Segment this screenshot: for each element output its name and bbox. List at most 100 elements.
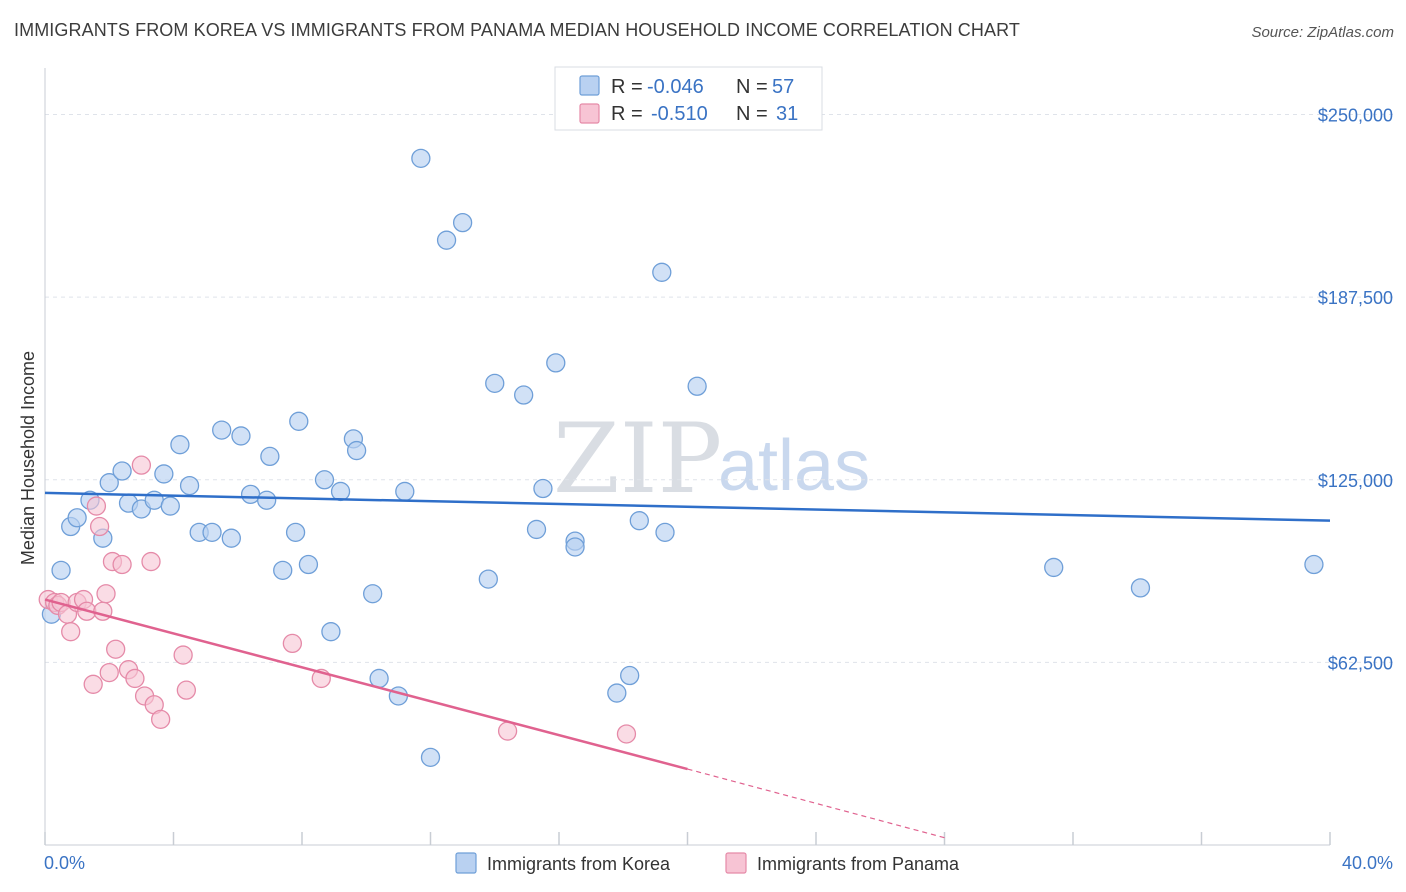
legend-korea-swatch: [579, 75, 600, 96]
legend-panama-n-value: 31: [776, 103, 798, 125]
point-korea: [231, 426, 251, 446]
watermark-zip: ZIP: [553, 403, 722, 515]
point-panama: [150, 709, 171, 730]
y-tick-label: $62,500: [1328, 653, 1393, 673]
point-korea: [411, 148, 431, 169]
series-korea: [41, 148, 1324, 767]
point-korea: [1130, 578, 1151, 598]
point-panama: [173, 645, 193, 665]
point-panama: [125, 668, 145, 689]
y-tick-labels: $62,500 $125,000 $187,500 $250,000: [1318, 106, 1393, 674]
legend-panama-n-label: N =: [736, 103, 768, 125]
point-korea: [388, 686, 409, 706]
point-panama: [89, 516, 110, 537]
point-korea: [257, 490, 277, 510]
chart-title: IMMIGRANTS FROM KOREA VS IMMIGRANTS FROM…: [14, 20, 1020, 40]
legend-korea-r-value: -0.046: [647, 76, 704, 98]
point-korea: [478, 569, 498, 589]
point-korea: [321, 622, 341, 642]
axes: [44, 68, 1331, 846]
point-panama: [106, 639, 126, 659]
bottom-legend-panama-label: Immigrants from Panama: [757, 854, 960, 874]
point-korea: [363, 584, 383, 604]
bottom-legend-panama-swatch: [725, 852, 747, 874]
point-panama: [112, 554, 132, 575]
point-panama: [616, 724, 637, 744]
legend-panama-r-label: R =: [611, 103, 643, 125]
watermark-atlas: atlas: [718, 426, 870, 506]
point-panama: [176, 680, 197, 700]
point-korea: [221, 528, 241, 548]
trend-line-panama-extension: [687, 768, 945, 839]
legend-panama-swatch: [579, 103, 600, 124]
point-korea: [607, 683, 627, 703]
source-label: Source: ZipAtlas.com: [1251, 24, 1394, 41]
point-korea: [298, 554, 319, 575]
point-korea: [112, 461, 132, 481]
point-korea: [452, 212, 473, 233]
point-korea: [652, 262, 672, 282]
point-korea: [154, 464, 174, 484]
y-tick-label: $125,000: [1318, 471, 1393, 491]
point-korea: [160, 496, 180, 516]
point-korea: [179, 475, 200, 496]
point-korea: [546, 353, 566, 373]
point-korea: [260, 446, 280, 467]
point-korea: [629, 511, 649, 531]
x-tick-label: 40.0%: [1342, 853, 1393, 873]
point-korea: [202, 522, 222, 543]
bottom-legend-korea-swatch: [455, 852, 477, 874]
point-korea: [687, 376, 707, 396]
y-tick-label: $250,000: [1318, 106, 1393, 126]
point-panama: [86, 496, 107, 516]
point-korea: [514, 385, 534, 405]
y-tick-label: $187,500: [1318, 288, 1393, 308]
trend-lines: [44, 491, 1331, 839]
series-legend: Immigrants from Korea Immigrants from Pa…: [455, 852, 960, 874]
gridlines: [45, 114, 1395, 663]
point-panama: [131, 455, 152, 475]
x-tick-label: 0.0%: [44, 853, 85, 873]
point-korea: [1304, 554, 1324, 575]
point-korea: [240, 484, 261, 505]
point-panama: [99, 662, 119, 683]
x-tick-labels: 0.0% 40.0%: [44, 853, 1393, 873]
point-korea: [51, 560, 71, 580]
point-korea: [526, 519, 547, 540]
point-korea: [485, 373, 505, 393]
stats-legend: R = -0.046 N = 57 R = -0.510 N = 31: [554, 66, 823, 131]
point-korea: [395, 481, 415, 502]
point-panama: [61, 622, 81, 642]
point-panama: [96, 584, 116, 604]
point-korea: [289, 411, 309, 431]
trend-line-panama: [44, 598, 688, 771]
y-axis-title: Median Household Income: [18, 351, 38, 565]
bottom-legend-korea-label: Immigrants from Korea: [487, 854, 671, 874]
series-panama: [38, 455, 637, 744]
point-korea: [436, 230, 457, 250]
legend-korea-n-value: 57: [772, 76, 794, 98]
point-korea: [170, 435, 190, 455]
point-korea: [212, 420, 232, 440]
point-korea: [655, 522, 675, 543]
point-korea: [420, 747, 441, 767]
point-korea: [67, 508, 87, 528]
point-panama: [497, 721, 518, 741]
point-korea: [346, 440, 367, 461]
legend-korea-n-label: N =: [736, 76, 768, 98]
point-panama: [282, 633, 303, 654]
point-korea: [99, 473, 119, 493]
trend-line-korea: [44, 491, 1331, 522]
point-korea: [1044, 557, 1064, 578]
point-korea: [565, 537, 585, 557]
point-korea: [533, 478, 553, 499]
legend-korea-r-label: R =: [611, 76, 643, 98]
legend-panama-r-value: -0.510: [651, 103, 708, 125]
point-korea: [273, 560, 293, 580]
point-korea: [314, 470, 335, 490]
point-panama: [141, 551, 161, 572]
point-korea: [330, 481, 351, 502]
point-korea: [620, 665, 640, 686]
point-korea: [285, 522, 306, 543]
